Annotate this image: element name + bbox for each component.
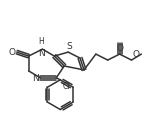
- Text: O: O: [9, 48, 16, 57]
- Text: Cl: Cl: [63, 82, 70, 91]
- Text: N: N: [38, 49, 45, 58]
- Text: S: S: [66, 42, 72, 51]
- Text: N: N: [32, 74, 39, 83]
- Text: H: H: [39, 37, 44, 46]
- Text: O: O: [132, 50, 139, 59]
- Text: O: O: [116, 44, 123, 53]
